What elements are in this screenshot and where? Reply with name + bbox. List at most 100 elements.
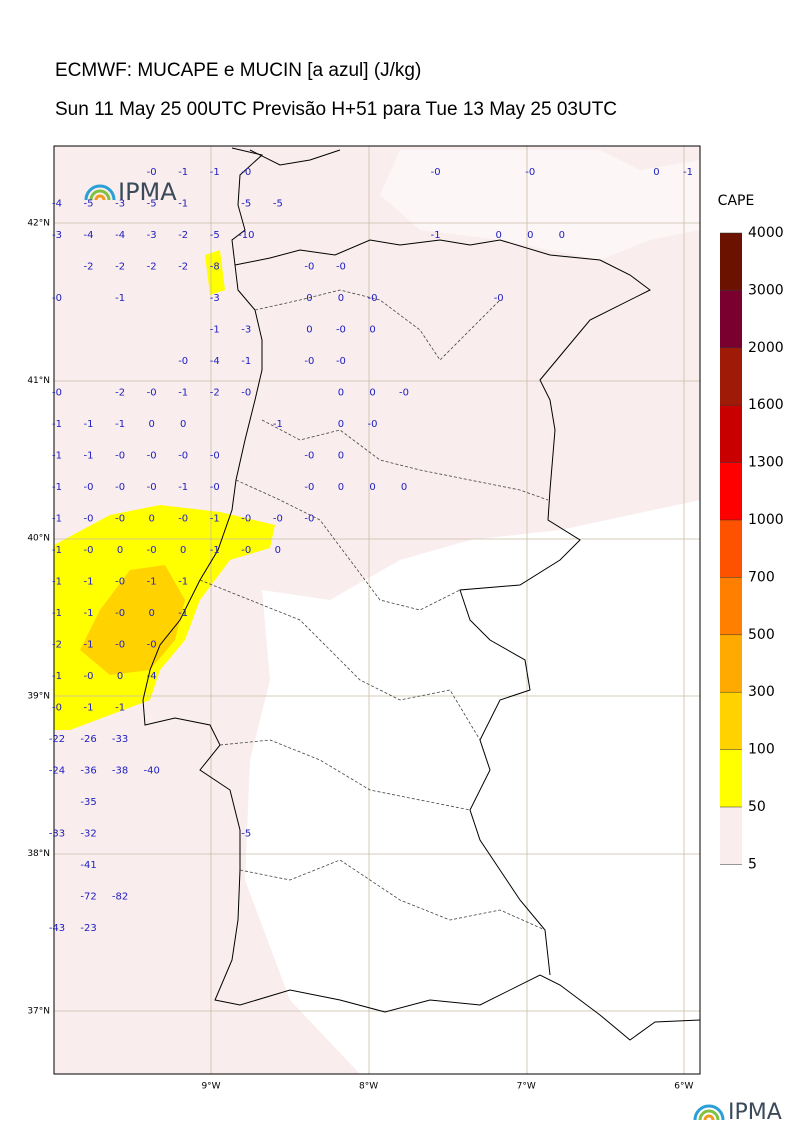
cin-label: -1 <box>178 608 188 619</box>
cin-label: -4 <box>147 671 157 682</box>
colorbar-label: 1000 <box>748 512 784 528</box>
cin-label: -1 <box>52 577 62 588</box>
cin-label: 0 <box>369 325 375 336</box>
cin-label: -0 <box>241 514 251 525</box>
cin-label: -0 <box>178 514 188 525</box>
cin-label: -0 <box>84 671 94 682</box>
cin-label: -1 <box>115 293 125 304</box>
lat-label: 41°N <box>27 376 50 386</box>
cin-label: 0 <box>180 545 186 556</box>
cin-label: -1 <box>683 167 693 178</box>
cin-label: -0 <box>147 545 157 556</box>
colorbar-label: 50 <box>748 799 766 815</box>
coastline <box>142 147 700 1041</box>
cin-label: -72 <box>80 892 96 903</box>
lat-label: 37°N <box>27 1007 50 1017</box>
cin-label: -41 <box>80 860 96 871</box>
cin-label: -1 <box>84 419 94 430</box>
cin-label: 0 <box>338 482 344 493</box>
cin-label: 0 <box>369 388 375 399</box>
cin-label: -1 <box>178 167 188 178</box>
cin-label: -38 <box>112 766 128 777</box>
cin-label: -1 <box>210 167 220 178</box>
cin-label: -2 <box>115 262 125 273</box>
cin-label: -1 <box>115 703 125 714</box>
cin-label: -5 <box>147 199 157 210</box>
cin-label: -1 <box>178 388 188 399</box>
cin-label: -0 <box>84 545 94 556</box>
cin-label: -4 <box>210 356 220 367</box>
lon-label: 9°W <box>201 1082 220 1092</box>
district-border <box>254 289 501 361</box>
cin-label: -35 <box>80 797 96 808</box>
cin-label: -5 <box>84 199 94 210</box>
cin-label: -0 <box>525 167 535 178</box>
cin-label: -0 <box>431 167 441 178</box>
cin-label: 0 <box>306 293 312 304</box>
cin-label: -10 <box>238 230 254 241</box>
cin-label: -82 <box>112 892 128 903</box>
cin-label: -1 <box>273 419 283 430</box>
cin-label: 0 <box>117 671 123 682</box>
subtitle: Sun 11 May 25 00UTC Previsão H+51 para T… <box>55 99 617 120</box>
cin-label: -1 <box>178 482 188 493</box>
cin-label: -0 <box>115 608 125 619</box>
cin-label: -1 <box>210 514 220 525</box>
cin-label: -0 <box>336 356 346 367</box>
colorbar-segment <box>720 749 742 807</box>
cin-label: -2 <box>210 388 220 399</box>
cin-label: -1 <box>84 577 94 588</box>
cin-label: 0 <box>180 419 186 430</box>
map-frame <box>53 145 701 1075</box>
cin-label: -5 <box>241 199 251 210</box>
cin-label: -5 <box>273 199 283 210</box>
logo-text: IPMA <box>728 1100 782 1125</box>
cin-label: -0 <box>304 356 314 367</box>
cin-label: -2 <box>147 262 157 273</box>
cin-label: -8 <box>210 262 220 273</box>
cin-label: -2 <box>178 262 188 273</box>
colorbar-label: 100 <box>748 742 775 758</box>
lat-label: 39°N <box>27 691 50 701</box>
cin-label: -0 <box>241 167 251 178</box>
colorbar-label: 5 <box>748 856 757 872</box>
cin-label: -1 <box>52 482 62 493</box>
cin-label: 0 <box>338 388 344 399</box>
cin-label: -2 <box>115 388 125 399</box>
cin-label: -4 <box>52 199 62 210</box>
cin-label: -22 <box>49 734 65 745</box>
cin-label: -0 <box>115 640 125 651</box>
national-border <box>234 239 651 976</box>
cin-label: -1 <box>241 356 251 367</box>
clear-area <box>245 500 700 1074</box>
colorbar-segment <box>720 692 742 750</box>
cin-label: -1 <box>84 451 94 462</box>
cin-label: -0 <box>178 356 188 367</box>
logo: IPMA <box>84 178 177 206</box>
cin-label: -0 <box>399 388 409 399</box>
cin-label: -0 <box>52 703 62 714</box>
cin-label: -23 <box>80 923 96 934</box>
colorbar-segment <box>720 577 742 635</box>
cin-label: 0 <box>338 451 344 462</box>
cin-label: -4 <box>84 230 94 241</box>
colorbar-segment <box>720 634 742 693</box>
cin-label: -0 <box>336 325 346 336</box>
cin-label: 0 <box>401 482 407 493</box>
cin-label: -0 <box>84 514 94 525</box>
cin-label: -26 <box>80 734 96 745</box>
colorbar-label: 500 <box>748 627 775 643</box>
graticule <box>54 146 700 1074</box>
cin-label: -32 <box>80 829 96 840</box>
cin-label: -0 <box>147 482 157 493</box>
clear-area <box>380 150 700 260</box>
lon-label: 8°W <box>359 1082 378 1092</box>
colorbar-segment <box>720 290 742 348</box>
cin-label: -0 <box>494 293 504 304</box>
cin-label: -2 <box>52 640 62 651</box>
colorbar-segment <box>720 233 742 291</box>
cin-label: -1 <box>84 703 94 714</box>
cin-label: -3 <box>147 230 157 241</box>
cin-label: -24 <box>49 766 65 777</box>
